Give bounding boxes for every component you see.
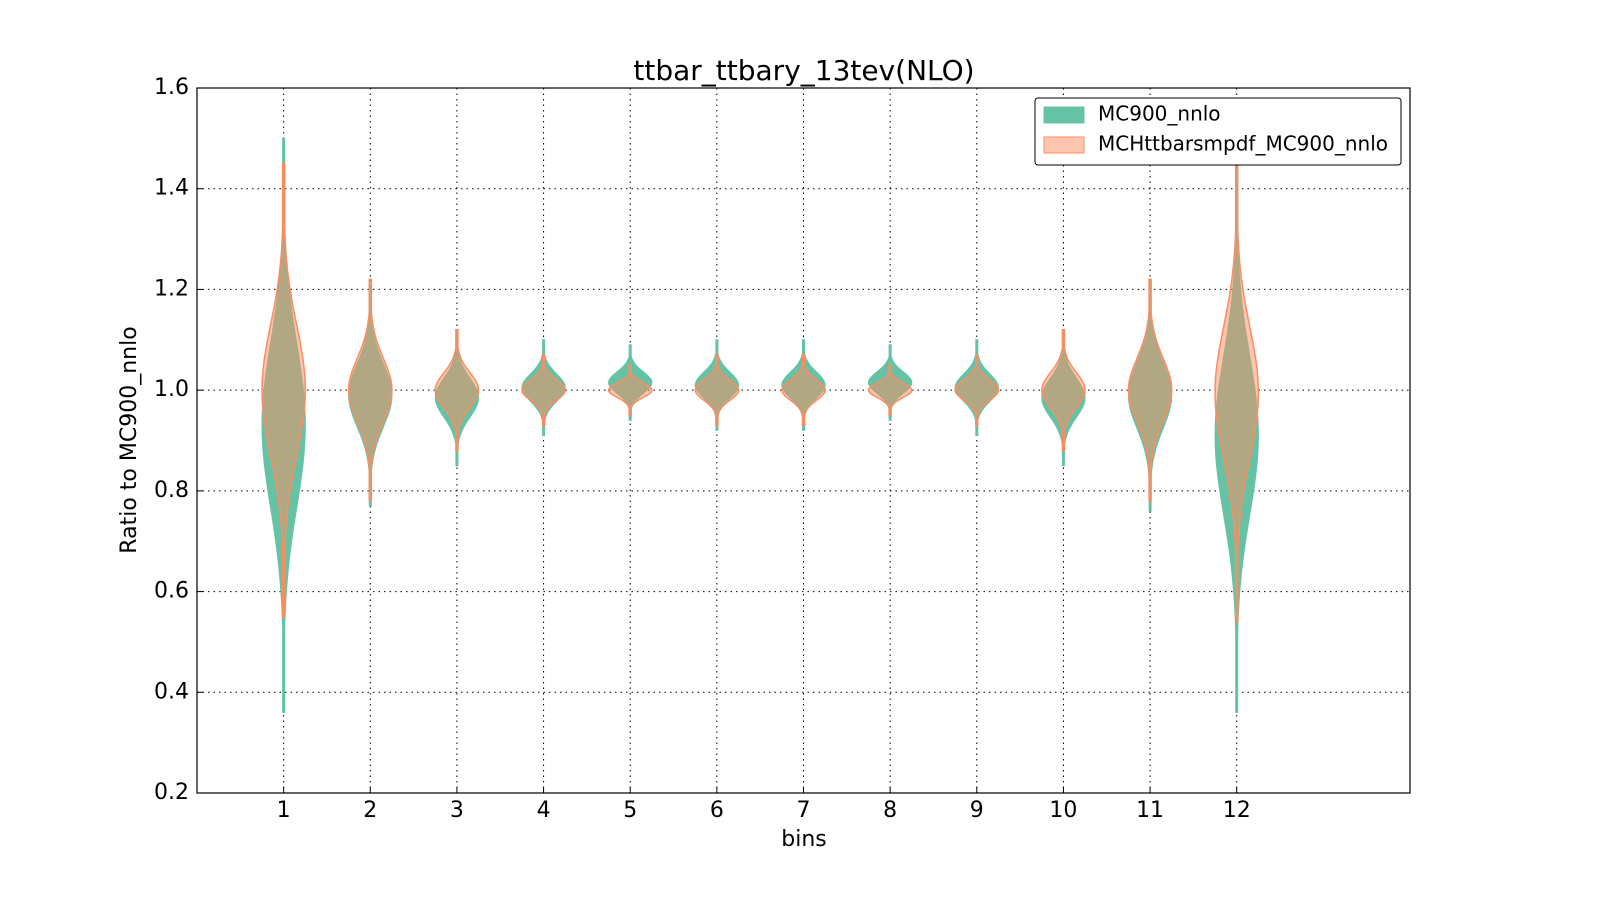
violin (1127, 278, 1173, 502)
legend-swatch (1043, 136, 1085, 154)
legend: MC900_nnlo MCHttbarsmpdf_MC900_nnlo (1034, 97, 1402, 166)
y-tick-label: 1.0 (154, 377, 189, 402)
x-tick-label: 5 (623, 798, 637, 823)
x-tick-label: 7 (797, 798, 811, 823)
legend-swatch (1043, 106, 1085, 124)
violin (261, 162, 307, 618)
y-tick-label: 1.6 (154, 75, 189, 100)
x-axis-label: bins (781, 827, 826, 852)
violin (607, 364, 653, 417)
y-tick-label: 0.4 (154, 679, 189, 704)
y-tick-label: 0.8 (154, 478, 189, 503)
x-tick-label: 8 (883, 798, 897, 823)
violin (954, 354, 1000, 427)
legend-box (1034, 97, 1402, 166)
y-tick-label: 1.4 (154, 176, 189, 201)
x-tick-label: 10 (1049, 798, 1077, 823)
legend-label: MCHttbarsmpdf_MC900_nnlo (1098, 132, 1388, 156)
x-tick-label: 4 (537, 798, 551, 823)
violin (521, 354, 566, 427)
y-tick-label: 1.2 (154, 276, 189, 301)
violin (347, 278, 393, 502)
violin (434, 328, 480, 452)
chart-title: ttbar_ttbary_13tev(NLO) (633, 54, 974, 87)
y-tick-label: 0.2 (154, 780, 189, 805)
y-axis-label: Ratio to MC900_nnlo (117, 326, 142, 553)
axes: 0.20.40.60.81.01.21.41.61 2 3 4 5 6 7 8 9 10 11 12 (154, 75, 1251, 823)
x-tick-label: 2 (363, 798, 377, 823)
violin (781, 354, 826, 427)
violin (867, 364, 913, 417)
x-tick-label: 1 (277, 798, 291, 823)
x-tick-label: 11 (1136, 798, 1164, 823)
x-tick-label: 9 (970, 798, 984, 823)
y-tick-label: 0.6 (154, 579, 189, 604)
legend-label: MC900_nnlo (1098, 102, 1221, 126)
violin (694, 354, 740, 427)
x-tick-label: 6 (710, 798, 724, 823)
violins (261, 137, 1260, 713)
x-tick-label: 3 (450, 798, 464, 823)
x-tick-label: 12 (1223, 798, 1251, 823)
violin (1041, 328, 1086, 452)
